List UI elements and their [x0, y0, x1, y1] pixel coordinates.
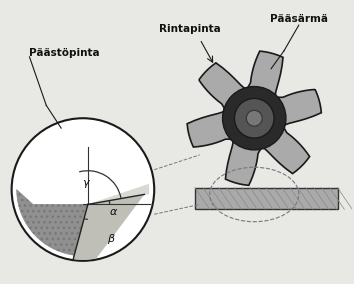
Circle shape [223, 87, 286, 150]
Polygon shape [88, 184, 149, 204]
Circle shape [12, 118, 154, 261]
Bar [195, 187, 338, 209]
Text: Rintapinta: Rintapinta [159, 24, 221, 34]
Text: Pääsärmä: Pääsärmä [270, 14, 328, 24]
Polygon shape [187, 51, 321, 185]
Text: α: α [110, 207, 117, 217]
Polygon shape [17, 189, 88, 260]
Text: Päästöpinta: Päästöpinta [29, 48, 100, 58]
Polygon shape [73, 195, 144, 270]
Text: β: β [107, 235, 114, 245]
Circle shape [234, 99, 274, 138]
Text: γ: γ [82, 178, 88, 188]
Circle shape [246, 110, 262, 126]
